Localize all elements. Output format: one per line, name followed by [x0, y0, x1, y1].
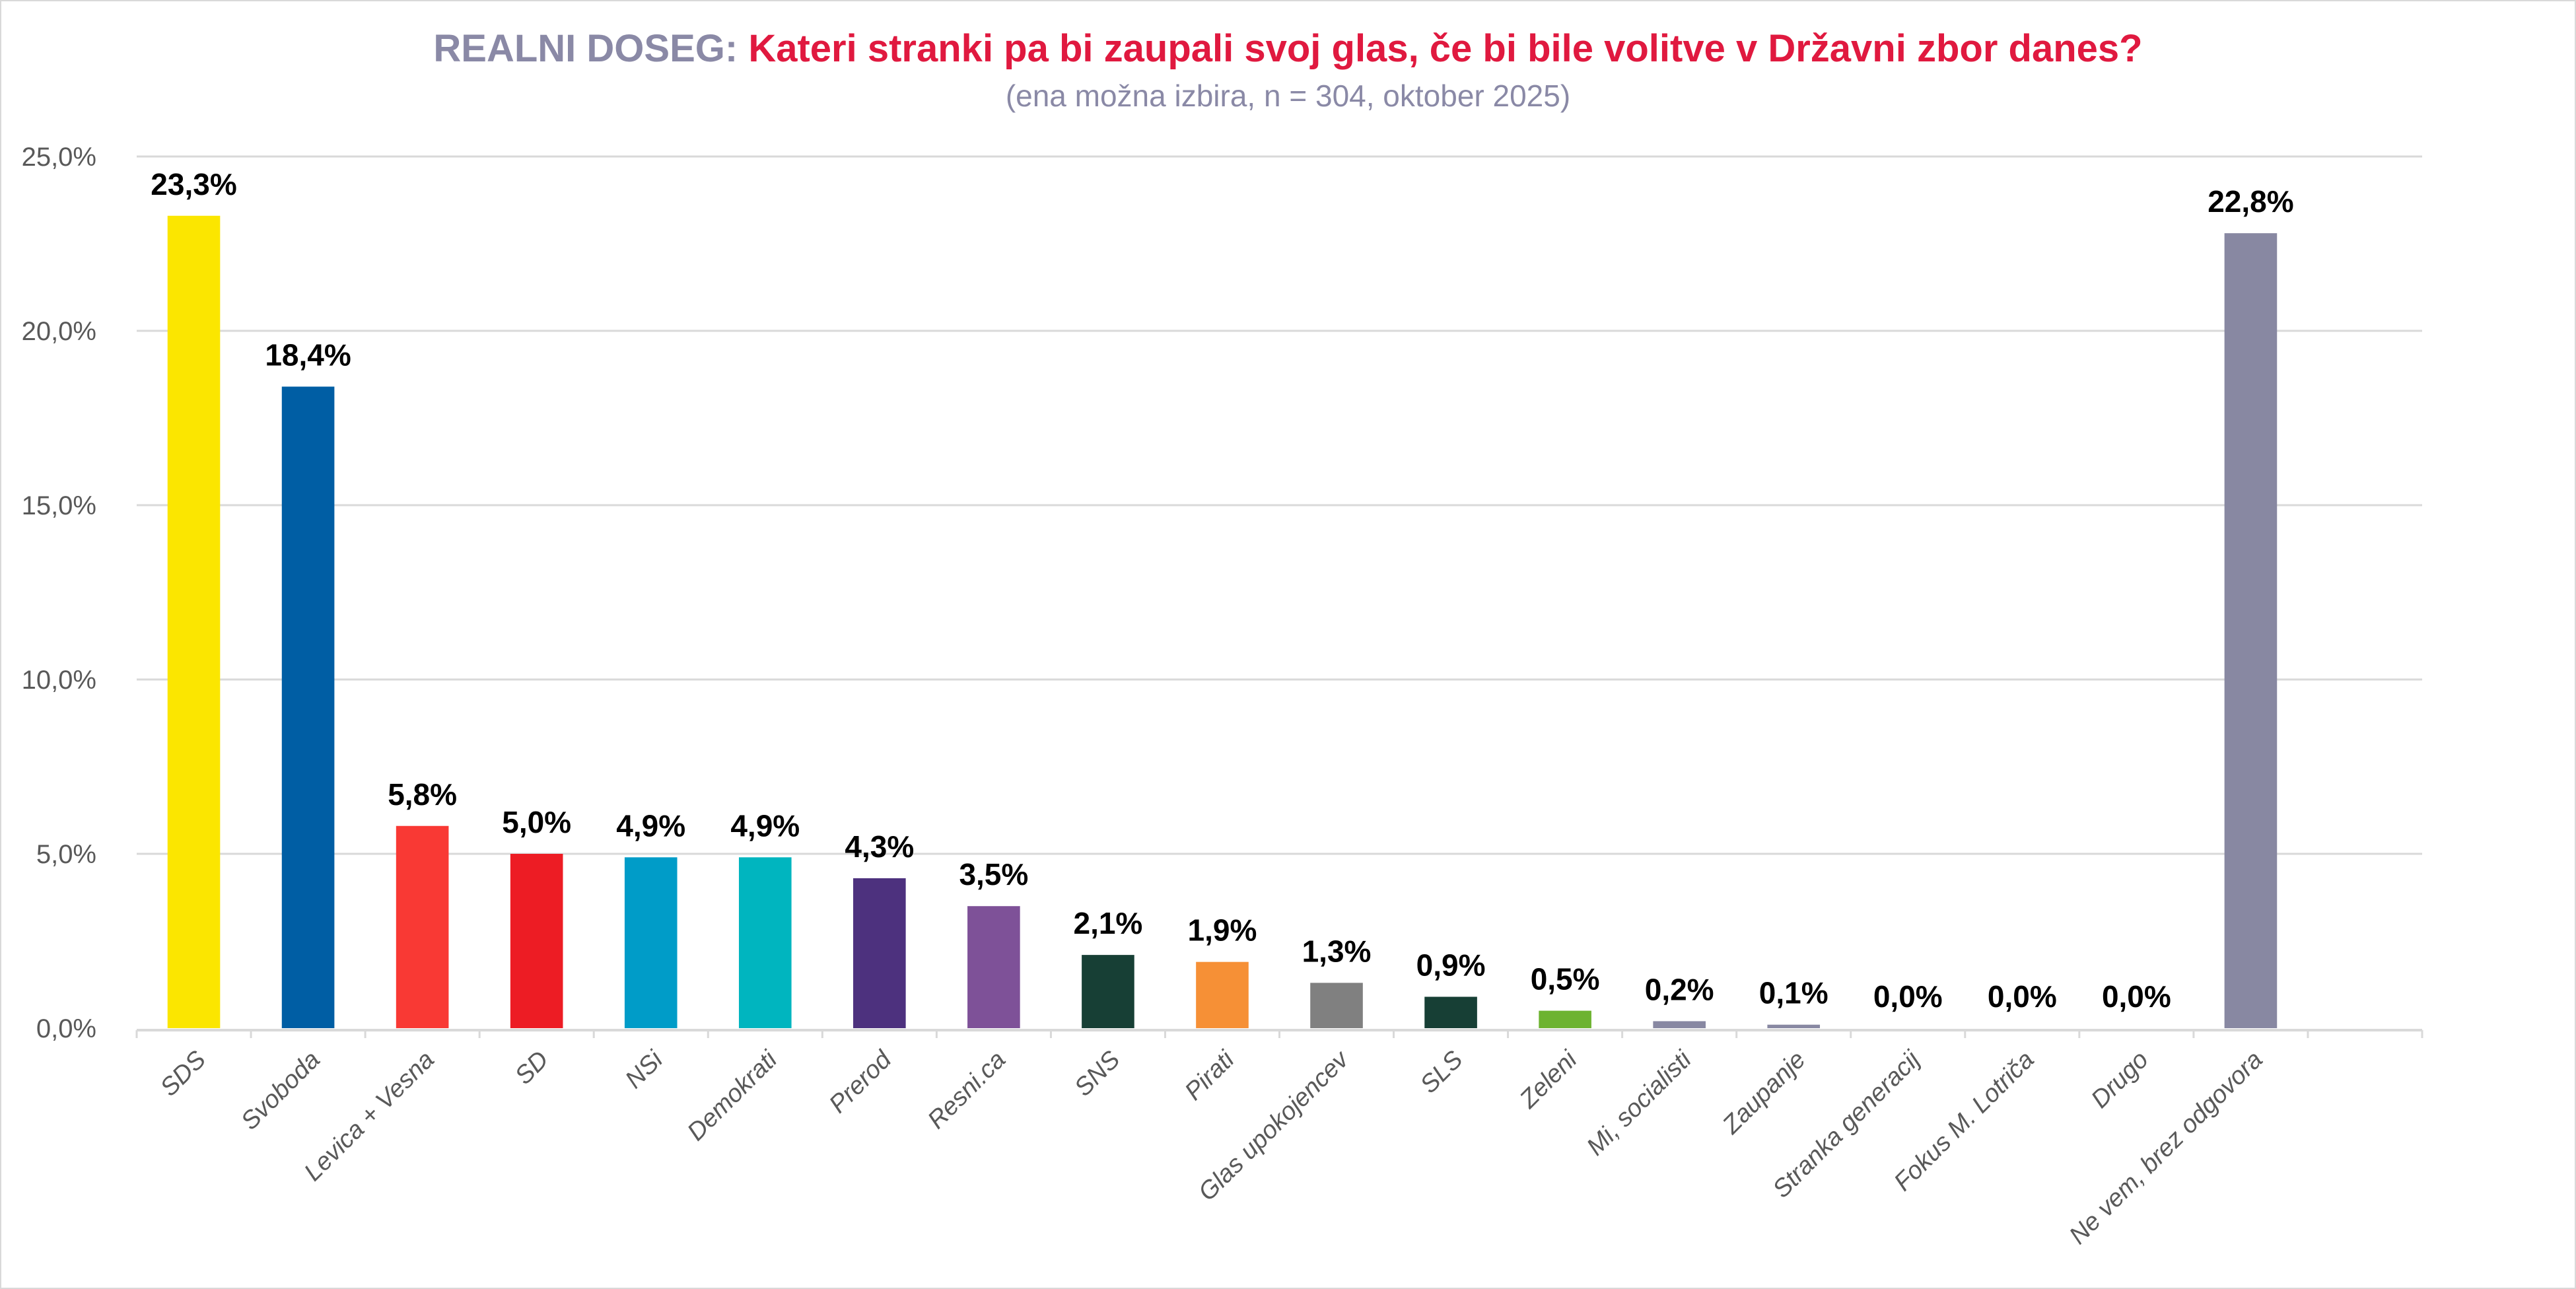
data-label: 4,3% — [845, 829, 914, 864]
data-label: 0,2% — [1645, 972, 1714, 1006]
data-label: 0,1% — [1759, 976, 1828, 1010]
bar-13 — [1653, 1021, 1706, 1028]
gridlines — [137, 155, 2422, 855]
bar-2 — [396, 825, 449, 1028]
x-tick-label: Ne vem, brez odgovora — [2064, 1046, 2268, 1250]
x-tick-label: Mi, socialisti — [1582, 1045, 1698, 1162]
data-label: 1,9% — [1188, 913, 1257, 948]
data-labels: 23,3% 18,4% 5,8% 5,0% 4,9% 4,9% 4,3% 3,5% 2,1% 1,… — [151, 167, 2293, 1014]
x-tick-label: SD — [510, 1046, 554, 1090]
data-label: 23,3% — [151, 167, 236, 201]
y-tick-label: 10,0% — [22, 666, 96, 695]
data-label: 4,9% — [730, 808, 800, 843]
y-tick-label: 5,0% — [36, 840, 96, 869]
x-tick-label: SDS — [155, 1046, 211, 1102]
data-label: 0,0% — [1988, 979, 2057, 1014]
chart-subtitle: (ena možna izbira, n = 304, oktober 2025… — [1005, 79, 1571, 113]
bar-18 — [2224, 233, 2278, 1028]
bar-5 — [738, 857, 792, 1028]
data-label: 0,5% — [1531, 962, 1600, 996]
y-tick-label: 20,0% — [22, 317, 96, 346]
x-tick-label: Drugo — [2086, 1046, 2154, 1114]
bar-4 — [624, 857, 678, 1028]
x-tick-label: Zeleni — [1514, 1045, 1584, 1115]
data-label: 2,1% — [1073, 906, 1142, 940]
data-label: 1,3% — [1302, 934, 1372, 968]
bar-11 — [1424, 996, 1477, 1028]
bar-10 — [1310, 983, 1363, 1028]
y-tick-label: 0,0% — [36, 1014, 96, 1043]
x-tick-label: SLS — [1415, 1046, 1468, 1099]
title-prefix: REALNI DOSEG: — [433, 27, 738, 70]
bar-6 — [853, 878, 906, 1028]
bar-12 — [1539, 1010, 1591, 1028]
x-tick-label: Prerod — [824, 1045, 898, 1119]
y-tick-label: 15,0% — [22, 491, 96, 520]
bar-7 — [967, 906, 1020, 1028]
bar-9 — [1196, 961, 1249, 1028]
data-label: 0,0% — [2102, 979, 2171, 1014]
data-label: 18,4% — [265, 337, 351, 372]
bar-3 — [510, 854, 563, 1028]
x-tick-label: NSi — [620, 1045, 669, 1094]
y-tick-label: 25,0% — [22, 143, 96, 172]
data-label: 0,0% — [1873, 979, 1943, 1014]
data-label: 3,5% — [959, 857, 1028, 891]
x-tick-label: Demokrati — [682, 1045, 783, 1146]
bar-8 — [1082, 955, 1134, 1028]
title-question: Kateri stranki pa bi zaupali svoj glas, … — [748, 27, 2143, 70]
data-label: 5,8% — [388, 777, 457, 812]
bar-14 — [1767, 1024, 1821, 1028]
chart-title: REALNI DOSEG: Kateri stranki pa bi zaupa… — [0, 26, 2576, 71]
data-label: 4,9% — [616, 808, 685, 843]
x-tick-label: Svoboda — [236, 1046, 326, 1136]
data-label: 22,8% — [2208, 184, 2293, 219]
data-label: 5,0% — [502, 805, 571, 839]
bar-1 — [281, 386, 335, 1028]
y-axis: 0,0% 5,0% 10,0% 15,0% 20,0% 25,0% — [22, 143, 96, 1043]
x-tick-label: Zaupanje — [1717, 1046, 1811, 1140]
x-tick-label: Pirati — [1179, 1045, 1240, 1106]
x-tick-label: SNS — [1069, 1046, 1125, 1102]
bars — [167, 215, 2278, 1028]
bar-0 — [167, 215, 221, 1028]
data-label: 0,9% — [1416, 948, 1486, 982]
x-tick-label: Resni.ca — [922, 1046, 1011, 1134]
